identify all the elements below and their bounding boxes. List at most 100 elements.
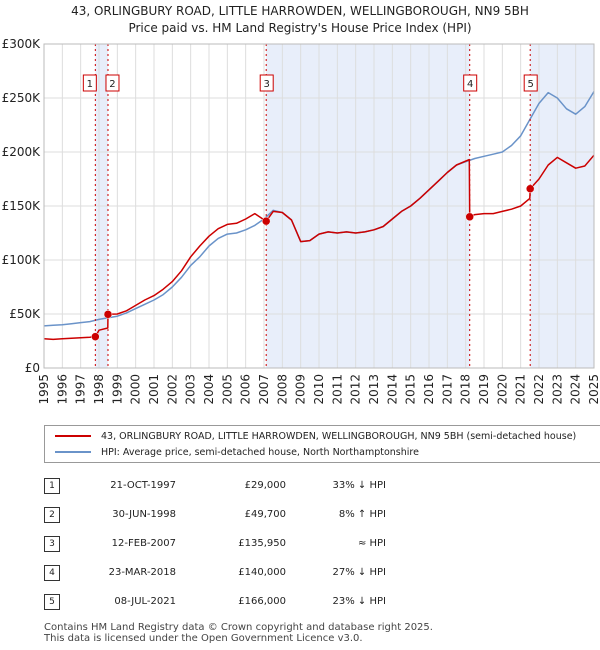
tx-date: 08-JUL-2021: [114, 596, 176, 607]
x-tick-label-22: 2017: [440, 374, 454, 405]
tx-number-cell: 4: [44, 558, 76, 587]
x-tick-label-10: 2005: [220, 374, 234, 405]
y-tick-label-1: £50K: [9, 307, 41, 321]
tx-number-box: 4: [44, 564, 60, 581]
x-tick-label-19: 2014: [385, 374, 399, 405]
x-tick-label-24: 2019: [477, 374, 491, 405]
sale-label-3: 3: [264, 79, 270, 90]
legend-swatch-red: [55, 435, 91, 437]
x-tick-label-29: 2024: [569, 374, 583, 405]
sale-label-2: 2: [109, 79, 115, 90]
legend-item-hpi: HPI: Average price, semi-detached house,…: [55, 444, 419, 460]
x-tick-label-18: 2013: [367, 374, 381, 405]
table-row: 1 21-OCT-1997 £29,000 33% ↓ HPI: [44, 471, 386, 500]
tx-date: 12-FEB-2007: [111, 538, 176, 549]
legend: 43, ORLINGBURY ROAD, LITTLE HARROWDEN, W…: [44, 425, 600, 463]
x-tick-label-17: 2012: [349, 374, 363, 405]
tx-hpi: 33% ↓ HPI: [332, 480, 386, 491]
x-tick-label-7: 2002: [165, 374, 179, 405]
x-tick-label-0: 1995: [37, 374, 51, 405]
sale-point-3: [261, 216, 271, 226]
table-row: 4 23-MAR-2018 £140,000 27% ↓ HPI: [44, 558, 386, 587]
x-tick-label-13: 2008: [275, 374, 289, 405]
x-tick-label-23: 2018: [459, 374, 473, 405]
y-tick-label-3: £150K: [2, 199, 42, 213]
tx-price: £166,000: [238, 596, 286, 607]
sale-point-2: [103, 310, 113, 319]
tx-price: £135,950: [238, 538, 286, 549]
tx-number-cell: 2: [44, 500, 76, 529]
x-tick-label-3: 1998: [92, 374, 106, 405]
sale-label-box-5: [523, 74, 538, 92]
x-tick-label-26: 2021: [514, 374, 528, 405]
legend-label-hpi: HPI: Average price, semi-detached house,…: [101, 446, 419, 458]
y-tick-label-4: £200K: [2, 145, 42, 159]
legend-label-property: 43, ORLINGBURY ROAD, LITTLE HARROWDEN, W…: [101, 430, 577, 442]
tx-number-cell: 1: [44, 471, 76, 500]
x-tick-label-4: 1999: [110, 374, 124, 405]
footer-copyright: Contains HM Land Registry data © Crown c…: [44, 622, 433, 633]
x-tick-label-8: 2003: [184, 374, 198, 405]
chart-title: 43, ORLINGBURY ROAD, LITTLE HARROWDEN, W…: [71, 4, 529, 18]
tx-number-cell: 5: [44, 587, 76, 616]
sale-point-1: [91, 332, 100, 341]
x-tick-label-12: 2007: [257, 374, 271, 405]
tx-number-cell: 3: [44, 529, 76, 558]
sale-label-1: 1: [87, 79, 93, 90]
tx-number-box: 3: [44, 535, 60, 552]
sale-label-box-1: [82, 74, 97, 92]
tx-number-box: 2: [44, 506, 60, 523]
sale-label-box-4: [463, 74, 478, 92]
tx-number-box: 5: [44, 593, 60, 610]
table-row: 3 12-FEB-2007 £135,950 ≈ HPI: [44, 529, 386, 558]
legend-swatch-blue: [55, 451, 91, 453]
footer-license: This data is licensed under the Open Gov…: [44, 633, 363, 644]
tx-hpi: 27% ↓ HPI: [332, 567, 386, 578]
series-line-property: [43, 154, 595, 341]
x-tick-label-6: 2001: [147, 374, 161, 405]
x-tick-label-11: 2006: [239, 374, 253, 405]
x-tick-label-15: 2010: [312, 374, 326, 405]
x-tick-label-21: 2016: [422, 374, 436, 405]
tx-date: 21-OCT-1997: [110, 480, 176, 491]
tx-date: 30-JUN-1998: [112, 509, 176, 520]
sale-point-4: [465, 212, 474, 222]
x-tick-label-27: 2022: [532, 374, 546, 405]
x-tick-label-30: 2025: [587, 374, 600, 405]
plot-border: [43, 43, 595, 369]
tx-price: £49,700: [244, 509, 286, 520]
sale-label-5: 5: [528, 79, 534, 90]
tx-hpi: ≈ HPI: [357, 538, 386, 549]
x-tick-label-14: 2009: [294, 374, 308, 405]
y-tick-label-0: £0: [25, 361, 40, 375]
table-row: 5 08-JUL-2021 £166,000 23% ↓ HPI: [44, 587, 386, 616]
x-tick-label-28: 2023: [550, 374, 564, 405]
sale-label-box-3: [259, 74, 274, 92]
sale-point-5: [525, 184, 535, 193]
tx-hpi: 8% ↑ HPI: [338, 509, 386, 520]
y-tick-label-6: £300K: [2, 37, 42, 51]
x-tick-label-25: 2020: [495, 374, 509, 405]
tx-date: 23-MAR-2018: [108, 567, 176, 578]
legend-item-property: 43, ORLINGBURY ROAD, LITTLE HARROWDEN, W…: [55, 428, 576, 444]
x-tick-label-1: 1996: [55, 374, 69, 405]
y-tick-label-2: £100K: [2, 253, 42, 267]
tx-price: £140,000: [238, 567, 286, 578]
x-tick-label-2: 1997: [74, 374, 88, 405]
sale-label-box-2: [105, 74, 120, 92]
footer: Contains HM Land Registry data © Crown c…: [44, 622, 433, 644]
price-chart: £0 £50K £100K £150K £200K £250K £300K 1995 1996 1…: [2, 37, 600, 405]
x-tick-label-16: 2011: [330, 374, 344, 405]
transactions-table: 1 21-OCT-1997 £29,000 33% ↓ HPI 2 30-JUN-1998…: [44, 471, 386, 616]
x-tick-label-5: 2000: [129, 374, 143, 405]
sale-label-4: 4: [467, 79, 473, 90]
y-tick-label-5: £250K: [2, 91, 42, 105]
chart-subtitle: Price paid vs. HM Land Registry's House …: [128, 21, 472, 35]
table-row: 2 30-JUN-1998 £49,700 8% ↑ HPI: [44, 500, 386, 529]
tx-number-box: 1: [44, 477, 60, 494]
tx-price: £29,000: [244, 480, 286, 491]
x-tick-label-20: 2015: [404, 374, 418, 405]
tx-hpi: 23% ↓ HPI: [332, 596, 386, 607]
x-tick-label-9: 2004: [202, 374, 216, 405]
